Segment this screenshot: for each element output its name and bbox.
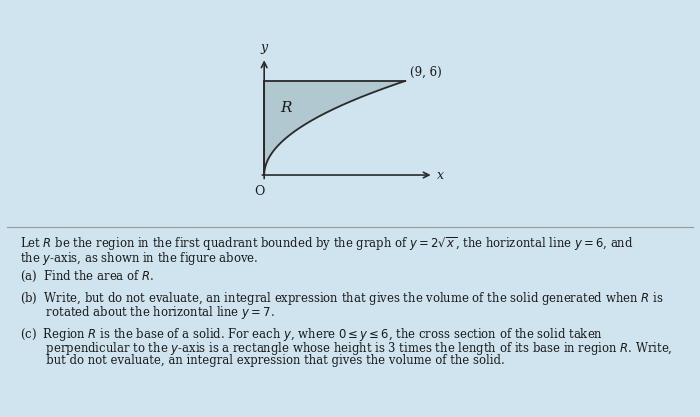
Text: (c)  Region $R$ is the base of a solid. For each $y$, where $0 \leq y \leq 6$, t: (c) Region $R$ is the base of a solid. F… <box>20 326 603 343</box>
Text: perpendicular to the $y$-axis is a rectangle whose height is 3 times the length : perpendicular to the $y$-axis is a recta… <box>20 340 672 357</box>
Text: y: y <box>260 41 267 54</box>
Text: (b)  Write, but do not evaluate, an integral expression that gives the volume of: (b) Write, but do not evaluate, an integ… <box>20 290 663 307</box>
Text: (9, 6): (9, 6) <box>410 65 442 78</box>
Text: x: x <box>437 168 444 181</box>
Text: (a)  Find the area of $R$.: (a) Find the area of $R$. <box>20 269 154 284</box>
Text: rotated about the horizontal line $y = 7$.: rotated about the horizontal line $y = 7… <box>20 304 274 321</box>
Text: but do not evaluate, an integral expression that gives the volume of the solid.: but do not evaluate, an integral express… <box>20 354 504 367</box>
Text: Let $R$ be the region in the first quadrant bounded by the graph of $y = 2\sqrt{: Let $R$ be the region in the first quadr… <box>20 236 634 253</box>
Text: the $y$-axis, as shown in the figure above.: the $y$-axis, as shown in the figure abo… <box>20 250 258 267</box>
Text: R: R <box>281 100 292 115</box>
Polygon shape <box>264 81 405 175</box>
Text: O: O <box>254 185 265 198</box>
